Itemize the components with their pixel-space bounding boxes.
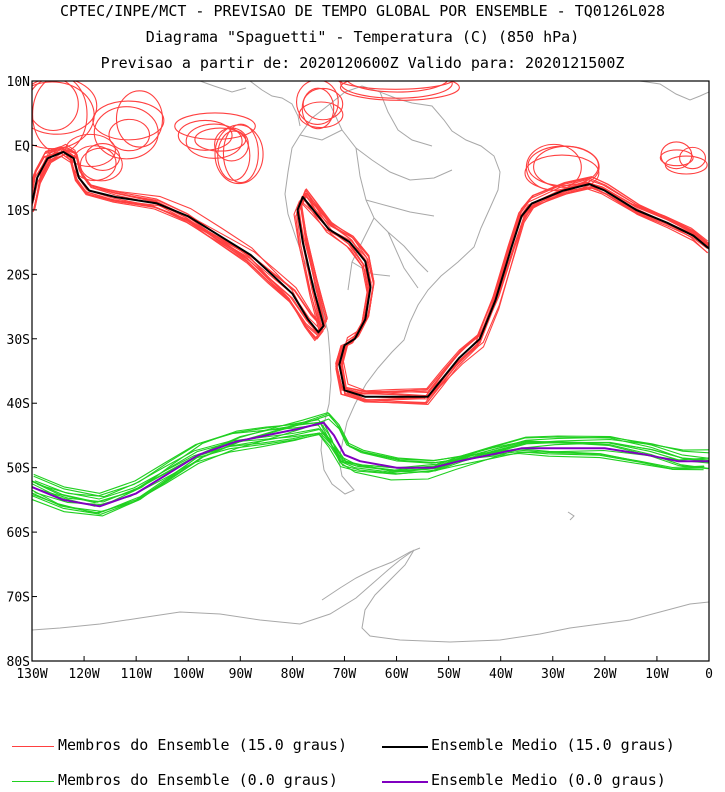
member-15-loop <box>337 81 454 90</box>
lon-label: 0 <box>705 667 713 682</box>
member-0-line <box>32 433 709 503</box>
members-15-layer <box>32 81 709 405</box>
member-15-loop <box>93 106 159 160</box>
member-15-loop <box>32 81 88 154</box>
title-line-1: CPTEC/INPE/MCT - PREVISAO DE TEMPO GLOBA… <box>59 2 666 20</box>
plot-frame <box>31 80 710 662</box>
member-15-loop <box>217 130 251 181</box>
lat-label: 10S <box>7 204 30 219</box>
title-line-3: Previsao a partir de: 2020120600Z Valido… <box>100 54 625 72</box>
member-15-loop <box>295 81 339 125</box>
member-0-line <box>32 414 704 515</box>
lat-label: 10N <box>7 75 30 90</box>
lon-label: 10W <box>645 667 669 682</box>
legend-swatch-members-0 <box>12 781 54 782</box>
lon-label: 60W <box>385 667 409 682</box>
lon-label: 120W <box>68 667 99 682</box>
member-15-loop <box>79 147 123 182</box>
lon-label: 130W <box>16 667 47 682</box>
member-15-line <box>34 148 709 404</box>
coastline-layer <box>32 81 709 643</box>
legend-label-members-15: Membros do Ensemble (15.0 graus) <box>58 736 347 754</box>
lat-label: EQ <box>14 139 30 154</box>
lat-label: 20S <box>7 268 30 283</box>
member-15-line <box>32 147 709 402</box>
means-layer <box>32 150 709 508</box>
member-15-loop <box>301 87 335 130</box>
member-15-loop <box>339 81 460 101</box>
north-america-coastline <box>199 81 301 127</box>
member-0-line <box>32 412 705 513</box>
longitude-axis: 130W 120W 110W 100W 90W 80W 70W 60W 50W 40W 30W 20W… <box>16 656 713 682</box>
lon-label: 110W <box>120 667 151 682</box>
member-15-loop <box>298 101 344 129</box>
member-15-loop <box>115 90 164 148</box>
mean-0-line <box>32 421 709 508</box>
country-borders <box>299 91 453 291</box>
lon-label: 100W <box>173 667 204 682</box>
member-15-loop <box>32 81 79 132</box>
member-0-line <box>32 421 709 517</box>
africa-coastline <box>639 81 709 101</box>
member-15-loop <box>302 87 344 121</box>
member-15-loop <box>346 81 448 93</box>
latitude-axis: 10N EQ 10S 20S 30S 40S 50S 60S 70S 80S <box>7 75 37 670</box>
legend-swatch-mean-15 <box>382 746 428 748</box>
legend-swatch-members-15 <box>12 746 54 747</box>
lon-label: 30W <box>541 667 565 682</box>
legend-label-mean-15: Ensemble Medio (15.0 graus) <box>431 736 675 754</box>
member-15-loop <box>71 145 117 182</box>
member-15-loop <box>340 81 453 99</box>
member-15-loop <box>659 149 694 167</box>
member-15-line <box>35 146 709 404</box>
lon-label: 20W <box>593 667 617 682</box>
legend-label-members-0: Membros do Ensemble (0.0 graus) <box>58 771 338 789</box>
lat-label: 70S <box>7 591 30 606</box>
lat-label: 60S <box>7 526 30 541</box>
member-15-loop <box>85 143 121 171</box>
members-0-layer <box>32 412 709 517</box>
lat-label: 40S <box>7 397 30 412</box>
lat-label: 50S <box>7 462 30 477</box>
lon-label: 50W <box>437 667 461 682</box>
member-15-loop <box>679 146 707 170</box>
member-15-loop <box>222 123 259 184</box>
member-15-loop <box>527 145 600 187</box>
member-15-loop <box>177 119 233 151</box>
south-georgia <box>567 511 575 521</box>
south-america-coastline <box>284 85 501 495</box>
legend-swatch-mean-0 <box>382 781 428 783</box>
lat-label: 80S <box>7 655 30 670</box>
lon-label: 40W <box>489 667 513 682</box>
member-15-loop <box>32 81 98 135</box>
mean-15-line <box>32 150 709 398</box>
member-15-loop <box>92 100 165 141</box>
member-15-loop <box>660 141 693 170</box>
lat-label: 30S <box>7 333 30 348</box>
member-15-loop <box>525 143 582 191</box>
member-15-loop <box>214 124 264 185</box>
legend-label-mean-0: Ensemble Medio (0.0 graus) <box>431 771 666 789</box>
lon-label: 80W <box>281 667 305 682</box>
member-15-line <box>32 155 709 395</box>
antarctica-coastline <box>32 549 709 643</box>
lon-label: 70W <box>333 667 357 682</box>
lon-label: 90W <box>229 667 253 682</box>
member-15-loop <box>108 118 151 152</box>
antarctic-peninsula <box>321 547 421 601</box>
title-line-2: Diagrama "Spaguetti" - Temperatura (C) (… <box>145 28 580 46</box>
member-15-loop <box>185 123 243 159</box>
